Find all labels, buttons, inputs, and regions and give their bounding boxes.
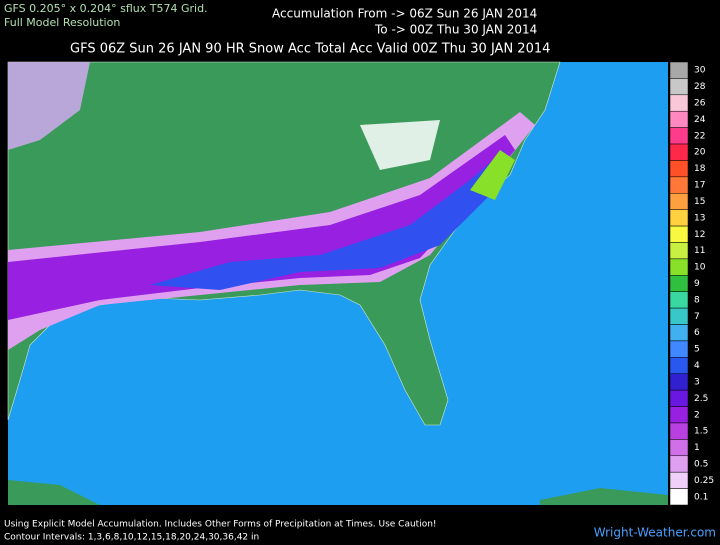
legend-swatch [669, 307, 689, 325]
snow-band-heavy [150, 150, 505, 290]
legend-swatch [669, 340, 689, 358]
snow-band-core [8, 135, 515, 320]
legend-label: 6 [694, 328, 700, 338]
legend-label: 7 [694, 312, 700, 322]
map [7, 61, 668, 505]
legend-label: 18 [694, 164, 706, 174]
legend-label: 2.5 [694, 394, 708, 404]
grid-info: GFS 0.205° x 0.204° sflux T574 Grid. [4, 2, 208, 15]
legend-swatch [669, 275, 689, 292]
legend-swatch [669, 127, 689, 145]
legend-label: 2 [694, 410, 700, 420]
legend-swatch [669, 225, 689, 243]
legend-swatch [669, 357, 689, 374]
legend-label: 0.25 [694, 476, 714, 486]
legend-swatch [669, 143, 689, 161]
legend-label: 5 [694, 345, 700, 355]
legend-label: 26 [694, 99, 706, 109]
legend: 30 28 26 24 22 20 18 17 15 13 12 11 10 9 8 7 6 5 4 3 2.5 2 1.5… [669, 61, 714, 506]
legend-swatch [669, 291, 689, 309]
legend-label: 3 [694, 377, 700, 387]
legend-swatch [669, 176, 689, 194]
legend-label: 1 [694, 443, 700, 453]
legend-swatch [669, 471, 689, 489]
accum-from: Accumulation From -> 06Z Sun 26 JAN 2014 [272, 7, 537, 21]
legend-label: 1.5 [694, 427, 708, 437]
legend-label: 0.1 [694, 492, 708, 502]
legend-swatch [669, 110, 689, 128]
legend-swatch [669, 78, 689, 96]
legend-label: 12 [694, 230, 705, 240]
legend-swatch [669, 209, 689, 227]
legend-label: 0.5 [694, 459, 708, 469]
legend-label: 30 [694, 66, 706, 76]
snow-band-max [470, 150, 515, 200]
legend-swatch [669, 61, 689, 79]
legend-label: 22 [694, 131, 705, 141]
legend-label: 9 [694, 279, 700, 289]
legend-swatch [669, 439, 689, 457]
resolution: Full Model Resolution [4, 16, 120, 29]
legend-label: 8 [694, 295, 700, 305]
accum-to: To -> 00Z Thu 30 JAN 2014 [374, 23, 537, 37]
legend-label: 13 [694, 213, 705, 223]
snow-light-nw [8, 62, 90, 150]
legend-swatch [669, 258, 689, 276]
legend-swatch [669, 488, 689, 506]
legend-swatch [669, 160, 689, 178]
map-title: GFS 06Z Sun 26 JAN 90 HR Snow Acc Total … [70, 42, 550, 57]
yucatan [8, 480, 100, 505]
snow-trace [360, 120, 440, 170]
legend-label: 10 [694, 263, 706, 273]
legend-label: 17 [694, 181, 705, 191]
legend-swatch [669, 455, 689, 473]
legend-swatch [669, 422, 689, 440]
legend-swatch [669, 193, 689, 210]
legend-label: 24 [694, 115, 706, 125]
site-name: Wright-Weather.com [594, 526, 716, 540]
legend-label: 28 [694, 82, 706, 92]
caution-note: Using Explicit Model Accumulation. Inclu… [4, 520, 437, 530]
legend-label: 15 [694, 197, 705, 207]
legend-label: 11 [694, 246, 705, 256]
legend-swatch [669, 373, 689, 391]
legend-swatch [669, 389, 689, 407]
contour-intervals: Contour Intervals: 1,3,6,8,10,12,15,18,2… [4, 533, 259, 543]
legend-swatch [669, 406, 689, 424]
legend-label: 4 [694, 361, 700, 371]
legend-swatch [669, 242, 689, 260]
cuba [540, 488, 668, 505]
legend-label: 20 [694, 148, 706, 158]
legend-swatch [669, 94, 689, 112]
legend-swatch [669, 324, 689, 342]
